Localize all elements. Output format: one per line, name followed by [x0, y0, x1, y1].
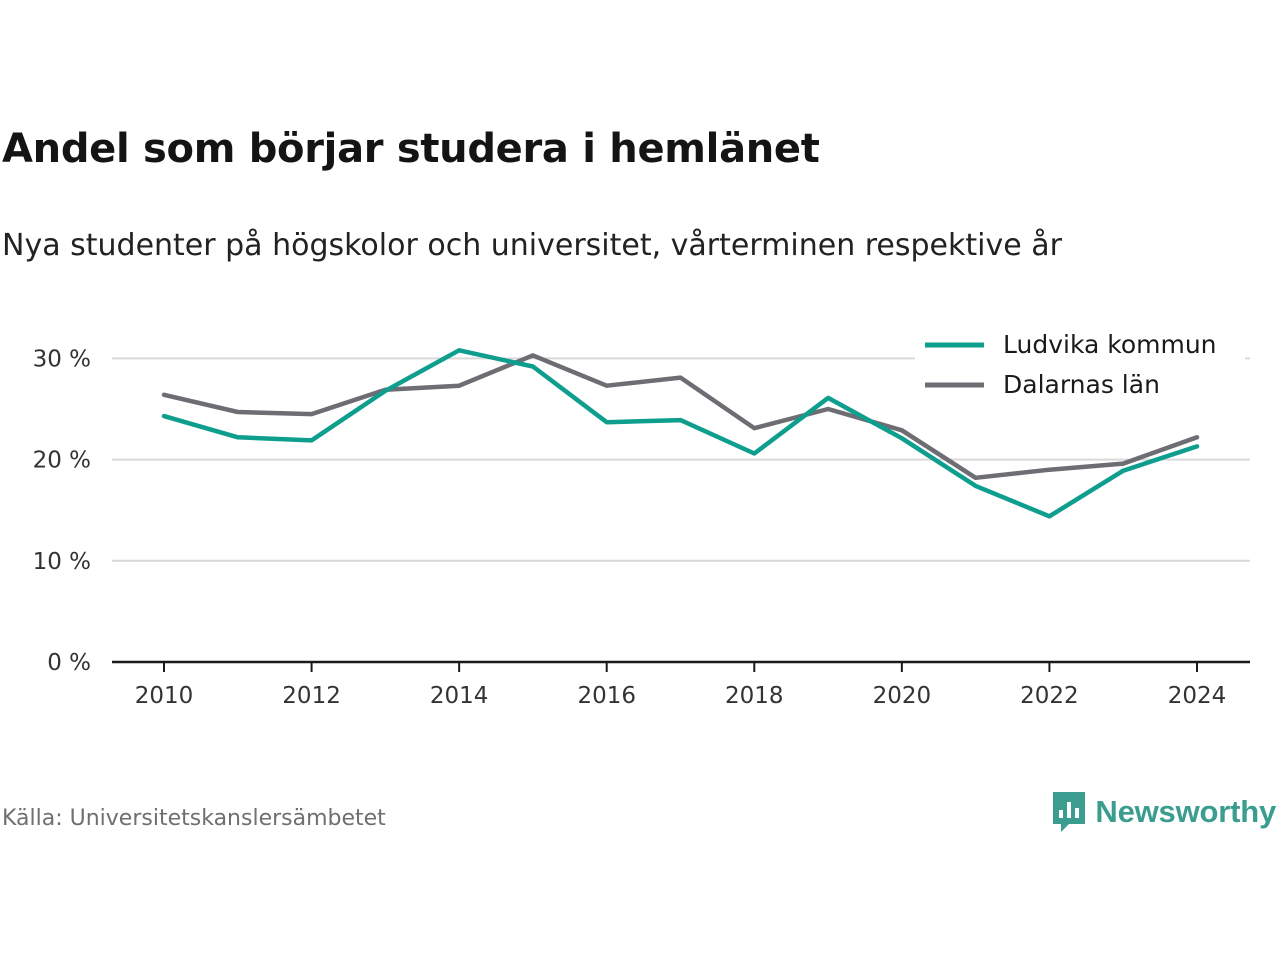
x-axis: 2010 2012 2014 2016 2018 2020 2022 2024	[112, 660, 1250, 709]
x-tick-label: 2010	[135, 683, 194, 709]
legend-background	[915, 322, 1245, 410]
y-axis: 0 % 10 % 20 % 30 %	[33, 346, 91, 676]
x-tick-label: 2024	[1168, 683, 1227, 709]
x-tick-label: 2014	[430, 683, 489, 709]
chart-title: Andel som börjar studera i hemlänet	[2, 126, 820, 172]
chart-subtitle: Nya studenter på högskolor och universit…	[2, 228, 1062, 263]
x-tick-label: 2016	[577, 683, 636, 709]
brand-logo: Newsworthy	[1051, 790, 1276, 834]
legend-label: Ludvika kommun	[1003, 330, 1217, 359]
x-tick-label: 2012	[282, 683, 341, 709]
x-tick-label: 2018	[725, 683, 784, 709]
y-tick-label: 0 %	[47, 650, 91, 676]
source-note: Källa: Universitetskanslersämbetet	[2, 806, 386, 831]
x-tick-label: 2022	[1020, 683, 1079, 709]
brand-name: Newsworthy	[1095, 794, 1276, 829]
legend-label: Dalarnas län	[1003, 370, 1160, 399]
legend: Ludvika kommun Dalarnas län	[915, 322, 1245, 410]
y-tick-label: 10 %	[33, 549, 91, 575]
x-tick-label: 2020	[873, 683, 932, 709]
y-tick-label: 20 %	[33, 448, 91, 474]
newsworthy-logo-icon	[1053, 792, 1086, 832]
y-tick-label: 30 %	[33, 346, 91, 372]
series-lines	[161, 348, 1200, 519]
